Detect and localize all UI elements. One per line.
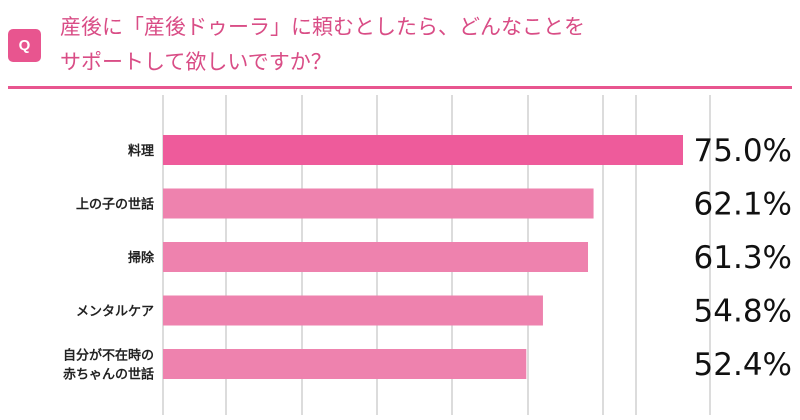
value-label-1: 75.0% [694,133,792,169]
category-label-4: メンタルケア [76,305,154,320]
category-label-3: 掃除 [128,250,155,266]
category-label-5-line-1: 自分が不在時の [63,348,154,364]
bar-2 [163,188,594,219]
value-label-2: 62.1% [694,187,792,223]
question-title: 産後に「産後ドゥーラ」に頼むとしたら、どんなことを サポートして欲しいですか？ [60,10,760,80]
bar-3 [163,242,589,272]
category-label-2: 上の子の世話 [76,197,154,213]
value-label-3: 61.3% [694,240,792,276]
bars [163,135,683,379]
value-label-5: 52.4% [694,347,792,383]
value-labels: 75.0% 62.1% 61.3% 54.8% 52.4% [694,133,792,383]
value-label-4: 54.8% [694,294,792,330]
bar-4 [163,295,543,326]
bar-1 [163,135,683,165]
category-label-5-line-2: 赤ちゃんの世話 [63,367,154,383]
question-badge: Q [8,29,41,62]
bar-5 [163,349,527,379]
header-divider [8,86,792,89]
question-line-1: 産後に「産後ドゥーラ」に頼むとしたら、どんなことを [60,15,585,39]
question-line-2: サポートして欲しいですか？ [60,50,332,74]
category-label-1: 料理 [128,143,154,159]
